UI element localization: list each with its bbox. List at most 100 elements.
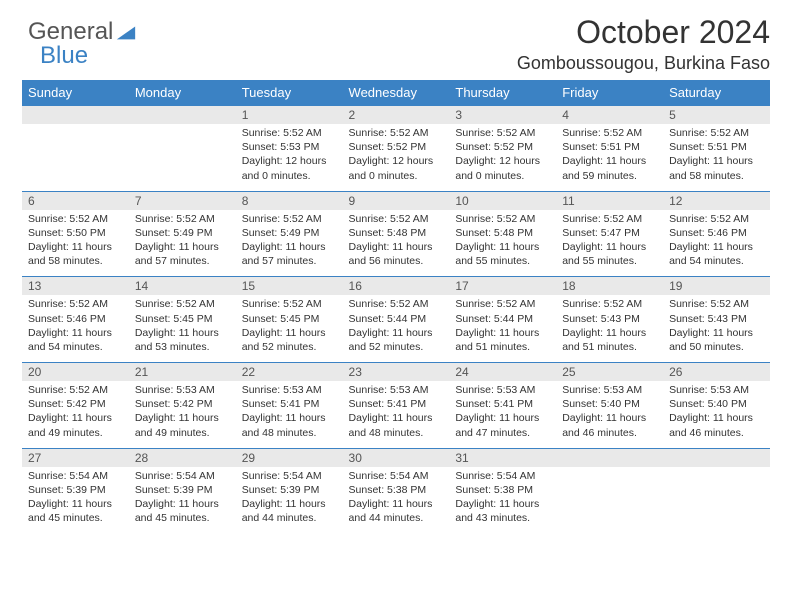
calendar-day-cell: 28Sunrise: 5:54 AMSunset: 5:39 PMDayligh… [129, 448, 236, 533]
day-details: Sunrise: 5:52 AMSunset: 5:51 PMDaylight:… [556, 124, 663, 191]
day-details: Sunrise: 5:54 AMSunset: 5:39 PMDaylight:… [22, 467, 129, 534]
calendar-day-cell: 11Sunrise: 5:52 AMSunset: 5:47 PMDayligh… [556, 191, 663, 277]
day-details: Sunrise: 5:52 AMSunset: 5:46 PMDaylight:… [663, 210, 770, 277]
day-number: 4 [556, 106, 663, 124]
calendar-day-cell: 6Sunrise: 5:52 AMSunset: 5:50 PMDaylight… [22, 191, 129, 277]
day-details: Sunrise: 5:52 AMSunset: 5:53 PMDaylight:… [236, 124, 343, 191]
day-details: Sunrise: 5:54 AMSunset: 5:38 PMDaylight:… [343, 467, 450, 534]
day-details: Sunrise: 5:52 AMSunset: 5:52 PMDaylight:… [343, 124, 450, 191]
calendar-day-cell: 16Sunrise: 5:52 AMSunset: 5:44 PMDayligh… [343, 277, 450, 363]
day-number: 23 [343, 363, 450, 381]
calendar-day-cell: 7Sunrise: 5:52 AMSunset: 5:49 PMDaylight… [129, 191, 236, 277]
day-number: 13 [22, 277, 129, 295]
day-details: Sunrise: 5:53 AMSunset: 5:40 PMDaylight:… [556, 381, 663, 448]
day-number: 24 [449, 363, 556, 381]
calendar-empty-cell [556, 448, 663, 533]
calendar-day-cell: 24Sunrise: 5:53 AMSunset: 5:41 PMDayligh… [449, 363, 556, 449]
calendar-day-cell: 25Sunrise: 5:53 AMSunset: 5:40 PMDayligh… [556, 363, 663, 449]
day-details: Sunrise: 5:52 AMSunset: 5:49 PMDaylight:… [129, 210, 236, 277]
day-details: Sunrise: 5:52 AMSunset: 5:43 PMDaylight:… [663, 295, 770, 362]
day-details: Sunrise: 5:52 AMSunset: 5:45 PMDaylight:… [129, 295, 236, 362]
day-details: Sunrise: 5:52 AMSunset: 5:52 PMDaylight:… [449, 124, 556, 191]
calendar-day-cell: 13Sunrise: 5:52 AMSunset: 5:46 PMDayligh… [22, 277, 129, 363]
calendar-empty-cell [663, 448, 770, 533]
calendar-day-cell: 12Sunrise: 5:52 AMSunset: 5:46 PMDayligh… [663, 191, 770, 277]
day-details: Sunrise: 5:52 AMSunset: 5:48 PMDaylight:… [343, 210, 450, 277]
calendar-empty-cell [129, 106, 236, 192]
calendar-day-cell: 31Sunrise: 5:54 AMSunset: 5:38 PMDayligh… [449, 448, 556, 533]
weekday-header: Friday [556, 80, 663, 106]
day-number: 3 [449, 106, 556, 124]
day-number: 12 [663, 192, 770, 210]
day-number: 9 [343, 192, 450, 210]
day-number: 21 [129, 363, 236, 381]
weekday-header: Tuesday [236, 80, 343, 106]
day-number: 28 [129, 449, 236, 467]
calendar-table: SundayMondayTuesdayWednesdayThursdayFrid… [22, 80, 770, 533]
day-details: Sunrise: 5:52 AMSunset: 5:44 PMDaylight:… [449, 295, 556, 362]
day-number: 19 [663, 277, 770, 295]
day-details: Sunrise: 5:52 AMSunset: 5:42 PMDaylight:… [22, 381, 129, 448]
day-details: Sunrise: 5:52 AMSunset: 5:45 PMDaylight:… [236, 295, 343, 362]
day-details: Sunrise: 5:54 AMSunset: 5:39 PMDaylight:… [129, 467, 236, 534]
weekday-header: Thursday [449, 80, 556, 106]
day-details: Sunrise: 5:52 AMSunset: 5:51 PMDaylight:… [663, 124, 770, 191]
weekday-header: Monday [129, 80, 236, 106]
calendar-empty-cell [22, 106, 129, 192]
day-number: 16 [343, 277, 450, 295]
day-number: 14 [129, 277, 236, 295]
calendar-day-cell: 22Sunrise: 5:53 AMSunset: 5:41 PMDayligh… [236, 363, 343, 449]
day-number: 22 [236, 363, 343, 381]
calendar-day-cell: 8Sunrise: 5:52 AMSunset: 5:49 PMDaylight… [236, 191, 343, 277]
day-number: 26 [663, 363, 770, 381]
calendar-day-cell: 3Sunrise: 5:52 AMSunset: 5:52 PMDaylight… [449, 106, 556, 192]
day-number: 15 [236, 277, 343, 295]
day-details: Sunrise: 5:53 AMSunset: 5:40 PMDaylight:… [663, 381, 770, 448]
calendar-day-cell: 23Sunrise: 5:53 AMSunset: 5:41 PMDayligh… [343, 363, 450, 449]
day-details: Sunrise: 5:52 AMSunset: 5:43 PMDaylight:… [556, 295, 663, 362]
weekday-header: Sunday [22, 80, 129, 106]
weekday-header: Saturday [663, 80, 770, 106]
day-number: 2 [343, 106, 450, 124]
day-details: Sunrise: 5:53 AMSunset: 5:42 PMDaylight:… [129, 381, 236, 448]
day-number: 27 [22, 449, 129, 467]
day-number: 10 [449, 192, 556, 210]
day-details: Sunrise: 5:52 AMSunset: 5:49 PMDaylight:… [236, 210, 343, 277]
day-details: Sunrise: 5:52 AMSunset: 5:48 PMDaylight:… [449, 210, 556, 277]
day-details: Sunrise: 5:52 AMSunset: 5:44 PMDaylight:… [343, 295, 450, 362]
calendar-day-cell: 17Sunrise: 5:52 AMSunset: 5:44 PMDayligh… [449, 277, 556, 363]
calendar-day-cell: 14Sunrise: 5:52 AMSunset: 5:45 PMDayligh… [129, 277, 236, 363]
day-number: 18 [556, 277, 663, 295]
calendar-day-cell: 1Sunrise: 5:52 AMSunset: 5:53 PMDaylight… [236, 106, 343, 192]
calendar-day-cell: 29Sunrise: 5:54 AMSunset: 5:39 PMDayligh… [236, 448, 343, 533]
day-number: 6 [22, 192, 129, 210]
day-number: 1 [236, 106, 343, 124]
calendar-day-cell: 27Sunrise: 5:54 AMSunset: 5:39 PMDayligh… [22, 448, 129, 533]
day-number: 31 [449, 449, 556, 467]
calendar-day-cell: 5Sunrise: 5:52 AMSunset: 5:51 PMDaylight… [663, 106, 770, 192]
calendar-day-cell: 9Sunrise: 5:52 AMSunset: 5:48 PMDaylight… [343, 191, 450, 277]
logo-triangle-icon [115, 21, 137, 43]
day-number: 8 [236, 192, 343, 210]
day-details: Sunrise: 5:53 AMSunset: 5:41 PMDaylight:… [343, 381, 450, 448]
day-details: Sunrise: 5:52 AMSunset: 5:50 PMDaylight:… [22, 210, 129, 277]
location-subtitle: Gomboussougou, Burkina Faso [22, 53, 770, 74]
day-number: 20 [22, 363, 129, 381]
day-details: Sunrise: 5:53 AMSunset: 5:41 PMDaylight:… [236, 381, 343, 448]
day-details: Sunrise: 5:52 AMSunset: 5:46 PMDaylight:… [22, 295, 129, 362]
calendar-day-cell: 15Sunrise: 5:52 AMSunset: 5:45 PMDayligh… [236, 277, 343, 363]
calendar-day-cell: 10Sunrise: 5:52 AMSunset: 5:48 PMDayligh… [449, 191, 556, 277]
day-number: 11 [556, 192, 663, 210]
day-number: 5 [663, 106, 770, 124]
day-details: Sunrise: 5:53 AMSunset: 5:41 PMDaylight:… [449, 381, 556, 448]
day-details: Sunrise: 5:52 AMSunset: 5:47 PMDaylight:… [556, 210, 663, 277]
calendar-day-cell: 2Sunrise: 5:52 AMSunset: 5:52 PMDaylight… [343, 106, 450, 192]
calendar-day-cell: 20Sunrise: 5:52 AMSunset: 5:42 PMDayligh… [22, 363, 129, 449]
calendar-day-cell: 18Sunrise: 5:52 AMSunset: 5:43 PMDayligh… [556, 277, 663, 363]
day-details: Sunrise: 5:54 AMSunset: 5:38 PMDaylight:… [449, 467, 556, 534]
calendar-day-cell: 19Sunrise: 5:52 AMSunset: 5:43 PMDayligh… [663, 277, 770, 363]
brand-part2: Blue [40, 42, 88, 70]
calendar-day-cell: 26Sunrise: 5:53 AMSunset: 5:40 PMDayligh… [663, 363, 770, 449]
day-number: 30 [343, 449, 450, 467]
day-details: Sunrise: 5:54 AMSunset: 5:39 PMDaylight:… [236, 467, 343, 534]
